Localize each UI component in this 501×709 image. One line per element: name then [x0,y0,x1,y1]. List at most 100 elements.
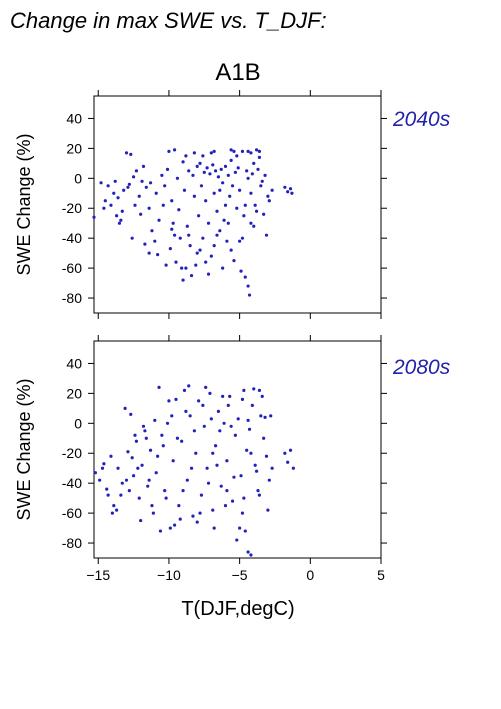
data-point [105,487,109,491]
data-point [198,511,202,515]
data-point [225,489,229,493]
data-point [211,508,215,512]
data-point [232,259,236,263]
data-point [288,448,293,452]
data-point [188,244,192,248]
data-point [245,448,249,452]
data-point [240,149,245,153]
data-point [253,203,257,207]
data-point [129,412,133,416]
data-point [144,436,148,440]
data-point [206,272,211,276]
data-point [172,523,177,527]
data-point [204,385,208,389]
figure-title: Change in max SWE vs. T_DJF: [10,8,327,33]
data-point [116,466,120,470]
data-point [131,175,136,179]
x-tick-label: 5 [377,567,385,583]
data-point [189,273,194,278]
data-point [100,466,105,470]
period-label: 2040s [392,108,451,131]
data-point [236,166,240,170]
data-point [195,251,199,255]
data-point [174,397,178,401]
data-point [147,251,151,255]
data-point [286,460,290,464]
data-point [195,520,199,524]
data-point [201,154,205,158]
data-point [160,173,164,177]
data-point [157,385,161,389]
data-point [109,203,113,207]
data-point [178,517,182,521]
data-point [246,284,250,288]
data-point [150,504,154,508]
data-point [154,191,158,195]
data-point [168,526,172,530]
data-point [215,233,219,237]
data-point [229,248,233,252]
data-point [216,409,221,413]
data-point [93,471,98,475]
y-tick-label: -40 [62,475,82,491]
data-point [167,399,171,403]
data-point [250,172,254,176]
data-point [164,496,168,500]
data-point [242,214,246,218]
data-point [171,221,175,225]
data-point [242,388,246,392]
data-point [254,209,259,213]
data-point [153,239,157,243]
scatter-panel-2080s: 40 20 0 -20 -40 -60 -80−15 −10 −5 0 5 SWE Change (%… [14,335,451,583]
data-point [133,203,137,207]
data-point [215,463,219,467]
data-point [147,478,151,482]
data-point [250,403,254,407]
data-point [239,269,243,273]
data-point [98,478,102,482]
data-point [254,469,259,473]
data-point [199,493,204,497]
data-point [112,504,116,508]
data-point [151,511,155,515]
data-point [238,526,242,530]
data-point [223,504,228,508]
data-point [291,466,295,470]
data-point [129,152,133,156]
y-tick-label: 20 [66,385,82,401]
y-tick-label: -80 [62,535,82,551]
data-point [256,167,260,171]
data-point [211,163,215,167]
x-tick-label: −15 [86,567,110,583]
data-point [239,474,243,478]
data-point [194,451,198,455]
data-point [264,454,269,458]
data-point [225,239,229,243]
data-point [212,149,216,153]
data-point [141,424,146,428]
data-point [267,478,271,482]
data-point [99,181,103,185]
data-point [212,526,216,530]
data-point [206,481,211,485]
data-point [228,194,232,198]
data-point [235,154,239,158]
data-point [221,394,225,398]
data-point [245,169,249,173]
data-point [180,439,184,443]
data-point [249,191,253,195]
data-point [139,212,143,216]
data-point [246,418,250,422]
data-point [235,538,239,542]
x-axis-label: T(DJF,degC) [181,598,294,620]
data-point [270,466,274,470]
data-point [247,427,252,431]
data-point [216,175,221,179]
data-point [191,514,195,518]
data-point [242,496,246,500]
data-point [120,481,124,485]
data-point [115,214,119,218]
y-tick-label: -40 [62,230,82,246]
data-point [106,184,110,188]
data-point [119,218,123,222]
